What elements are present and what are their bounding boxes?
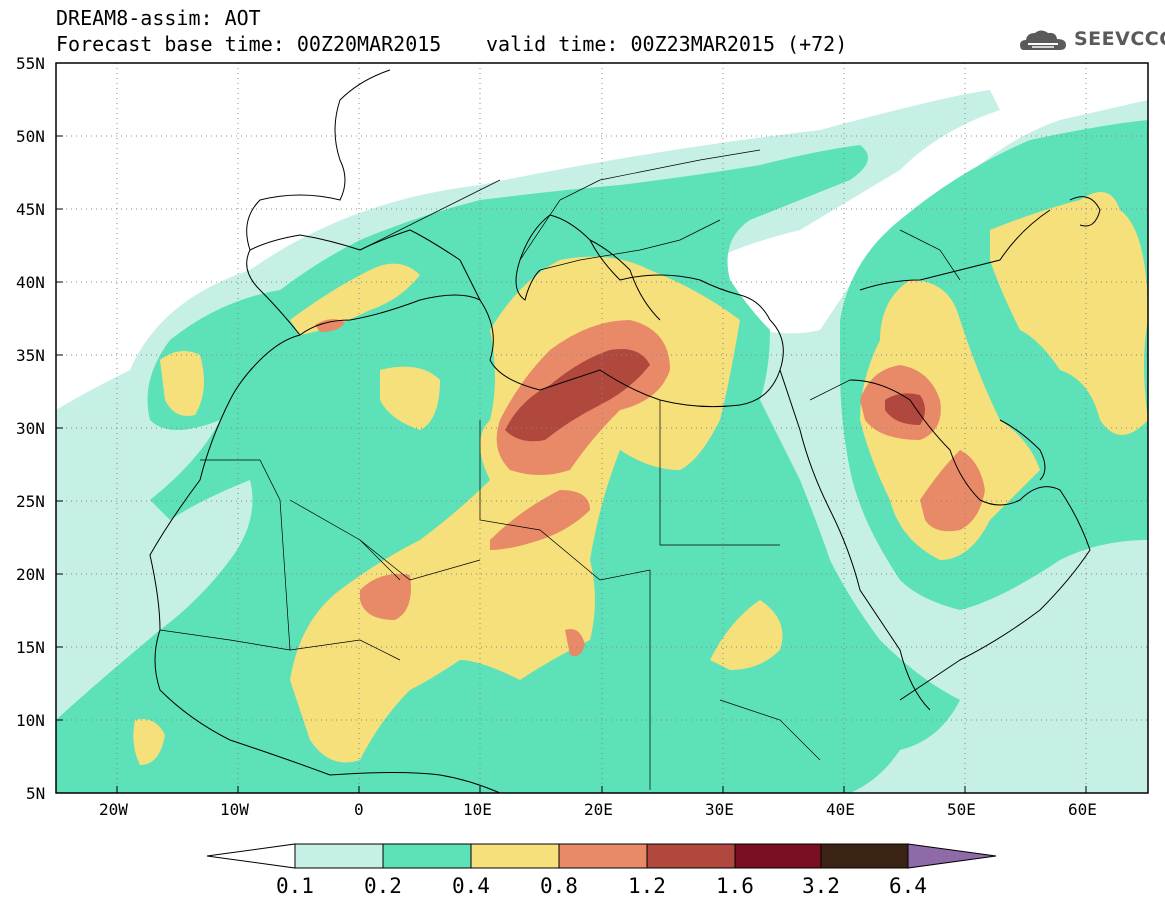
country-borders: [159, 149, 961, 790]
colorbar-segment-5: [646, 843, 736, 869]
colorbar-segment-2: [382, 843, 472, 869]
lon-label: 10E: [463, 800, 492, 819]
colorbar-segment-below: [206, 843, 296, 869]
lon-label: 60E: [1068, 800, 1097, 819]
lat-label: 30N: [16, 419, 45, 438]
logo-text: SEEVCCC: [1074, 28, 1165, 50]
lat-label: 55N: [16, 54, 45, 73]
colorbar-label: 1.6: [716, 874, 754, 898]
lon-label: 20E: [584, 800, 613, 819]
lon-label: 30E: [705, 800, 734, 819]
map-title: DREAM8-assim: AOT: [56, 6, 261, 30]
forecast-base-time: Forecast base time: 00Z20MAR2015: [56, 32, 442, 56]
lon-label: 10W: [220, 800, 249, 819]
lat-label: 25N: [16, 492, 45, 511]
colorbar-label: 6.4: [889, 874, 927, 898]
colorbar-label: 0.4: [452, 874, 490, 898]
lat-label: 20N: [16, 565, 45, 584]
colorbar-segment-7: [820, 843, 909, 869]
colorbar-segment-6: [734, 843, 822, 869]
lat-label: 50N: [16, 127, 45, 146]
cloud-logo-icon: [1020, 30, 1066, 50]
colorbar-label: 0.1: [276, 874, 314, 898]
coastlines: [149, 69, 1101, 793]
lon-label: 50E: [947, 800, 976, 819]
valid-time: valid time: 00Z23MAR2015 (+72): [486, 32, 848, 56]
lon-label: 20W: [99, 800, 128, 819]
colorbar: [206, 843, 997, 869]
colorbar-segment-1: [294, 843, 384, 869]
colorbar-segment-above: [907, 843, 997, 869]
colorbar-label: 0.8: [540, 874, 578, 898]
axis-ticks: [56, 135, 1087, 793]
lat-label: 15N: [16, 638, 45, 657]
colorbar-label: 0.2: [364, 874, 402, 898]
lat-label: 10N: [16, 711, 45, 730]
lon-label: 40E: [826, 800, 855, 819]
aot-level-very-high: [505, 349, 925, 442]
lat-label: 40N: [16, 273, 45, 292]
colorbar-label: 1.2: [628, 874, 666, 898]
lat-label: 45N: [16, 200, 45, 219]
lat-label: 5N: [26, 784, 46, 803]
lat-label: 35N: [16, 346, 45, 365]
colorbar-segment-4: [558, 843, 648, 869]
lon-label: 0: [354, 800, 364, 819]
colorbar-segment-3: [470, 843, 560, 869]
graticule: [56, 63, 1148, 793]
colorbar-label: 3.2: [802, 874, 840, 898]
